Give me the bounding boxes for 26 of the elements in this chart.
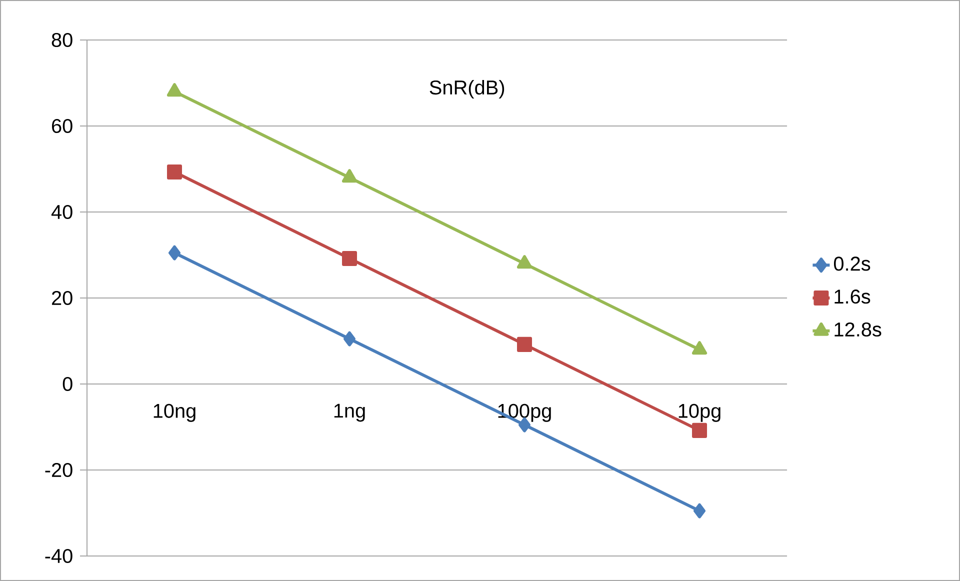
- point: [516, 255, 532, 269]
- point: [168, 245, 180, 260]
- point: [342, 250, 358, 266]
- y-tick-label: 40: [51, 204, 72, 220]
- point: [694, 503, 706, 518]
- y-tick-label: 20: [52, 290, 72, 306]
- legend-label: 12.8s: [834, 322, 882, 337]
- x-tick-label: 10ng: [154, 404, 196, 422]
- point: [342, 169, 358, 183]
- y-tick-label: -20: [45, 462, 72, 478]
- text: SnR(dB): [430, 80, 504, 99]
- point: [692, 422, 708, 438]
- point: [517, 336, 532, 352]
- y-tick-label: 60: [52, 118, 72, 134]
- point: [166, 83, 182, 97]
- y-tick-label: 0: [62, 376, 72, 392]
- y-tick-label: 80: [52, 32, 72, 48]
- y-tick-label: -40: [45, 548, 72, 564]
- legend-label: 0.2s: [834, 256, 870, 271]
- x-tick-label: 10pg: [678, 404, 720, 422]
- point: [692, 341, 708, 355]
- legend-label: 1.6s: [834, 290, 870, 304]
- x-tick-label: 100pg: [498, 404, 551, 422]
- point: [344, 331, 356, 346]
- x-tick-label: 1ng: [334, 404, 365, 422]
- point: [167, 164, 182, 180]
